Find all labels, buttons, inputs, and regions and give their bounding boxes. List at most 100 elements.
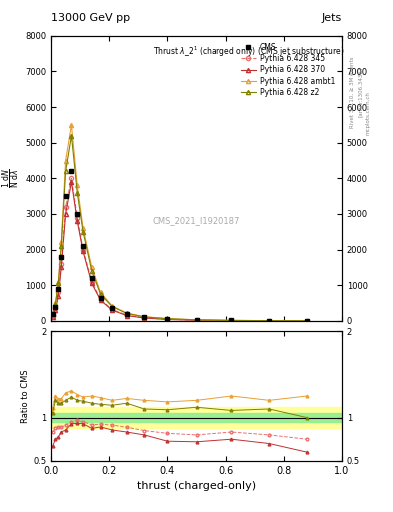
Pythia 6.428 345 <box>142 315 147 321</box>
Pythia 6.428 345 <box>229 317 234 324</box>
CMS <box>229 317 234 324</box>
Pythia 6.428 345 <box>267 317 272 324</box>
Pythia 6.428 370 <box>194 317 199 323</box>
Pythia 6.428 370 <box>267 317 272 324</box>
CMS <box>75 211 80 217</box>
CMS <box>59 253 64 260</box>
Y-axis label: $\frac{1}{\mathrm{N}} \frac{\mathrm{d}N}{\mathrm{d}\lambda}$: $\frac{1}{\mathrm{N}} \frac{\mathrm{d}N}… <box>1 168 22 188</box>
Pythia 6.428 370 <box>229 317 234 324</box>
Text: mcplots.cern.ch: mcplots.cern.ch <box>365 91 371 135</box>
Pythia 6.428 z2 <box>98 291 103 297</box>
CMS <box>165 316 170 322</box>
Pythia 6.428 345 <box>50 312 55 318</box>
CMS <box>81 243 85 249</box>
Line: Pythia 6.428 z2: Pythia 6.428 z2 <box>50 134 309 323</box>
Pythia 6.428 345 <box>59 261 64 267</box>
Line: CMS: CMS <box>50 169 309 323</box>
Pythia 6.428 ambt1 <box>63 158 68 164</box>
Text: [arXiv:1306.3436]: [arXiv:1306.3436] <box>358 67 363 117</box>
Pythia 6.428 z2 <box>267 317 272 324</box>
CMS <box>124 311 129 317</box>
Pythia 6.428 z2 <box>63 168 68 174</box>
CMS <box>53 304 58 310</box>
Pythia 6.428 370 <box>75 218 80 224</box>
X-axis label: thrust (charged-only): thrust (charged-only) <box>137 481 256 491</box>
Pythia 6.428 ambt1 <box>110 303 114 309</box>
Pythia 6.428 370 <box>110 307 114 313</box>
CMS <box>98 294 103 301</box>
Pythia 6.428 ambt1 <box>194 317 199 323</box>
Pythia 6.428 370 <box>90 281 94 287</box>
Pythia 6.428 ambt1 <box>81 225 85 231</box>
Pythia 6.428 ambt1 <box>165 315 170 322</box>
Pythia 6.428 345 <box>98 296 103 303</box>
Pythia 6.428 ambt1 <box>267 317 272 324</box>
Pythia 6.428 ambt1 <box>142 313 147 319</box>
CMS <box>110 305 114 311</box>
Pythia 6.428 370 <box>50 313 55 319</box>
Line: Pythia 6.428 370: Pythia 6.428 370 <box>50 180 309 323</box>
Pythia 6.428 z2 <box>142 314 147 320</box>
Pythia 6.428 z2 <box>59 243 64 249</box>
Pythia 6.428 345 <box>53 305 58 311</box>
CMS <box>50 311 55 317</box>
Pythia 6.428 z2 <box>69 133 74 139</box>
Pythia 6.428 345 <box>75 215 80 221</box>
Text: Thrust $\lambda\_2^1$ (charged only) (CMS jet substructure): Thrust $\lambda\_2^1$ (charged only) (CM… <box>153 45 344 59</box>
CMS <box>267 317 272 324</box>
Y-axis label: Ratio to CMS: Ratio to CMS <box>21 369 30 423</box>
Text: 13000 GeV pp: 13000 GeV pp <box>51 13 130 23</box>
Pythia 6.428 345 <box>81 247 85 253</box>
Pythia 6.428 370 <box>63 211 68 217</box>
Pythia 6.428 z2 <box>56 281 61 287</box>
Pythia 6.428 370 <box>124 312 129 318</box>
Pythia 6.428 370 <box>305 318 309 324</box>
Pythia 6.428 345 <box>165 316 170 323</box>
Pythia 6.428 z2 <box>124 310 129 316</box>
Pythia 6.428 z2 <box>229 317 234 324</box>
Pythia 6.428 ambt1 <box>50 311 55 317</box>
CMS <box>142 314 147 321</box>
Pythia 6.428 370 <box>53 307 58 313</box>
Line: Pythia 6.428 ambt1: Pythia 6.428 ambt1 <box>50 123 309 323</box>
Pythia 6.428 370 <box>69 179 74 185</box>
Pythia 6.428 ambt1 <box>98 289 103 295</box>
Pythia 6.428 ambt1 <box>124 310 129 316</box>
Line: Pythia 6.428 345: Pythia 6.428 345 <box>50 176 309 323</box>
CMS <box>194 317 199 323</box>
Pythia 6.428 z2 <box>53 301 58 307</box>
Text: Jets: Jets <box>321 13 342 23</box>
CMS <box>305 318 309 324</box>
Pythia 6.428 345 <box>194 317 199 323</box>
Pythia 6.428 345 <box>110 306 114 312</box>
Text: CMS_2021_I1920187: CMS_2021_I1920187 <box>153 217 240 226</box>
Pythia 6.428 345 <box>124 312 129 318</box>
Pythia 6.428 ambt1 <box>75 182 80 188</box>
Pythia 6.428 370 <box>81 248 85 254</box>
Pythia 6.428 370 <box>56 293 61 299</box>
CMS <box>90 275 94 281</box>
Pythia 6.428 345 <box>56 289 61 295</box>
Pythia 6.428 370 <box>98 297 103 303</box>
Pythia 6.428 z2 <box>110 304 114 310</box>
CMS <box>56 286 61 292</box>
Pythia 6.428 ambt1 <box>229 317 234 324</box>
Pythia 6.428 345 <box>63 204 68 210</box>
Pythia 6.428 ambt1 <box>305 318 309 324</box>
Pythia 6.428 ambt1 <box>59 240 64 246</box>
Pythia 6.428 370 <box>142 315 147 321</box>
Pythia 6.428 345 <box>90 279 94 285</box>
Pythia 6.428 345 <box>69 175 74 181</box>
Pythia 6.428 z2 <box>165 316 170 322</box>
Text: Rivet 3.1.10, ≥ 3M events: Rivet 3.1.10, ≥ 3M events <box>350 56 355 128</box>
Pythia 6.428 ambt1 <box>90 264 94 270</box>
Pythia 6.428 z2 <box>90 268 94 274</box>
Pythia 6.428 z2 <box>81 229 85 235</box>
Pythia 6.428 370 <box>59 264 64 270</box>
Pythia 6.428 345 <box>305 318 309 324</box>
CMS <box>63 193 68 199</box>
Pythia 6.428 370 <box>165 316 170 323</box>
Pythia 6.428 ambt1 <box>53 300 58 306</box>
Pythia 6.428 z2 <box>305 318 309 324</box>
CMS <box>69 168 74 174</box>
